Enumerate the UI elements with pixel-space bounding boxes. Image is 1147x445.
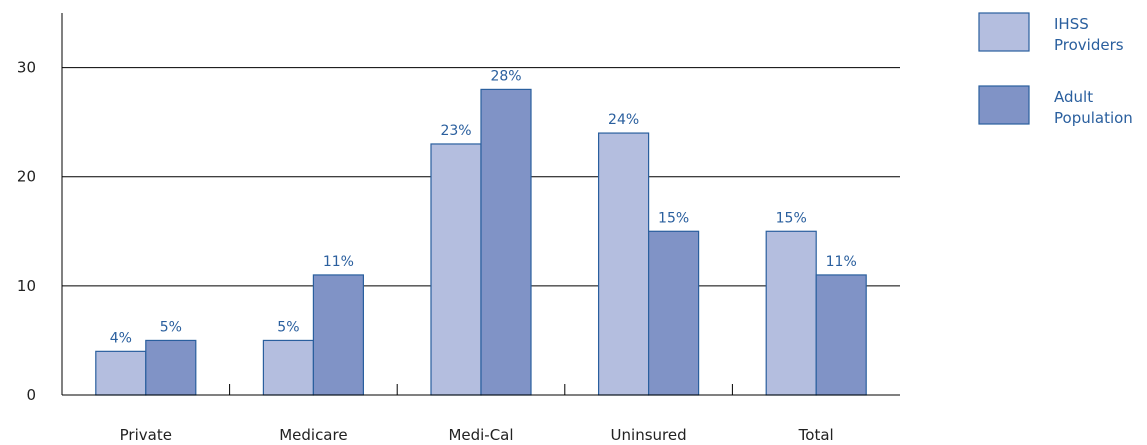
bar (262, 339, 314, 396)
legend-swatch (978, 85, 1030, 125)
bar (480, 88, 532, 396)
data-label: 11% (323, 254, 354, 270)
axes: 0 10 20 30 Private Medicare Medi-Cal Uninsured T… (17, 13, 900, 444)
bar (312, 274, 364, 396)
x-tick-label: Total (798, 426, 834, 444)
bar (647, 230, 700, 396)
legend-label: Adult (1054, 88, 1093, 106)
data-label: 15% (658, 210, 689, 226)
legend-label: IHSS (1054, 15, 1089, 33)
data-label: 15% (776, 210, 807, 226)
bar (430, 143, 482, 396)
x-tick-label: Medicare (279, 426, 347, 444)
y-tick-label: 30 (17, 59, 36, 77)
data-labels: 4% 5% 5% 11% 23% 28% 24% 15% 15% 11% (110, 68, 857, 346)
bar (145, 339, 197, 396)
bar (815, 274, 867, 396)
y-tick-label: 10 (17, 277, 36, 295)
x-tick-label: Medi-Cal (448, 426, 513, 444)
x-tick-label: Uninsured (611, 426, 687, 444)
bar (597, 132, 650, 396)
data-label: 23% (440, 123, 471, 139)
data-label: 5% (277, 319, 299, 335)
data-label: 28% (490, 68, 521, 84)
legend-label: Providers (1054, 36, 1124, 54)
legend: IHSS Providers Adult Population (978, 12, 1133, 127)
x-tick-label: Private (120, 426, 172, 444)
bar (95, 350, 147, 396)
legend-swatch (978, 12, 1030, 52)
data-label: 4% (110, 330, 132, 346)
y-tick-label: 0 (26, 386, 36, 404)
bar (765, 230, 817, 396)
data-label: 11% (826, 254, 857, 270)
data-label: 24% (608, 112, 639, 128)
bars (95, 88, 867, 396)
legend-label: Population (1054, 109, 1133, 127)
data-label: 5% (160, 319, 182, 335)
y-tick-label: 20 (17, 168, 36, 186)
